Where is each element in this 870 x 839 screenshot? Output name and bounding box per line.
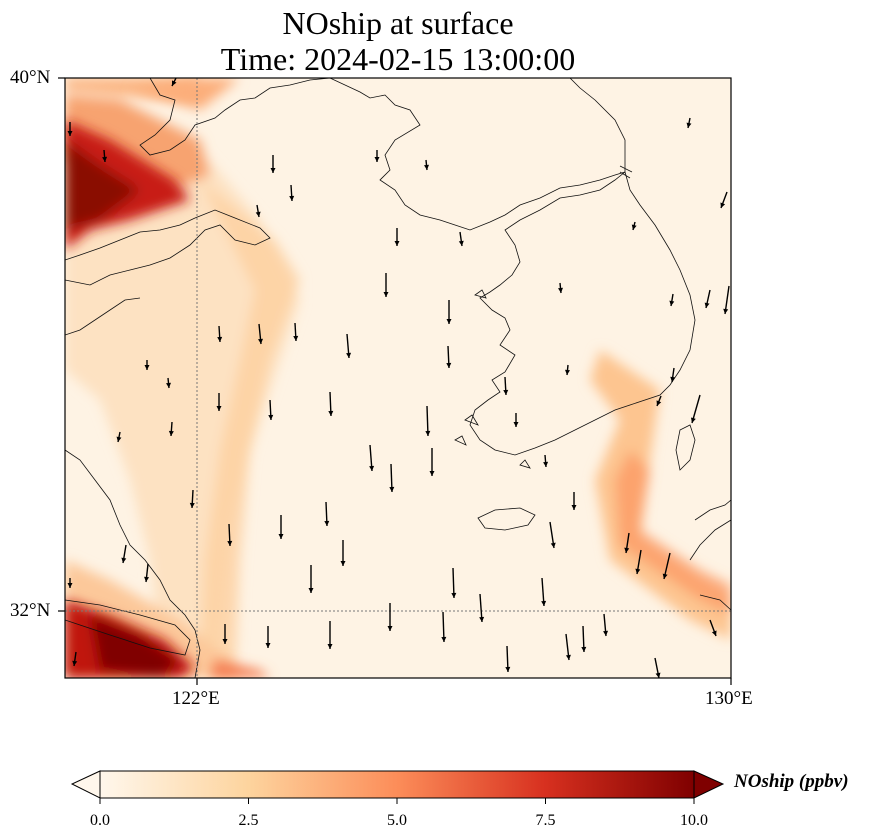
wind-arrow-head xyxy=(624,547,630,553)
wind-arrow-head xyxy=(565,369,570,375)
wind-arrow-head xyxy=(543,461,549,467)
colorbar-ticks xyxy=(99,798,695,804)
wind-arrow-head xyxy=(227,540,233,546)
lon-tick-122: 122°E xyxy=(172,688,220,709)
wind-arrow-head xyxy=(446,362,452,368)
colorbar-tick-label: 10.0 xyxy=(680,812,708,829)
wind-arrow-head xyxy=(144,576,150,582)
wind-arrow-head xyxy=(655,672,661,678)
wind-arrow-head xyxy=(451,592,457,598)
wind-arrow-head xyxy=(670,376,676,382)
wind-arrow-head xyxy=(340,561,346,566)
wind-arrow-head xyxy=(690,417,696,423)
colorbar-extend-max xyxy=(693,770,725,799)
wind-arrow-head xyxy=(116,436,122,442)
axis-ticks xyxy=(58,77,732,685)
colorbar-extend-min xyxy=(70,770,101,799)
wind-arrow-head xyxy=(704,302,710,308)
wind-arrow-head xyxy=(425,430,431,436)
wind-arrow-head xyxy=(222,639,228,644)
lon-tick-130: 130°E xyxy=(705,688,753,709)
wind-arrow xyxy=(452,567,455,599)
wind-arrow-head xyxy=(505,666,511,672)
wind-arrow-head xyxy=(327,644,333,649)
wind-arrow-head xyxy=(429,471,435,476)
wind-arrow-head xyxy=(217,336,223,342)
map-title-line1: NOship at surface xyxy=(282,5,514,41)
wind-arrow-head xyxy=(383,292,389,297)
wind-arrow-head xyxy=(172,80,177,86)
wind-arrow-head xyxy=(189,502,195,508)
wind-arrow-head xyxy=(258,338,263,344)
wind-arrow-head xyxy=(328,410,334,416)
wind-arrow-head xyxy=(686,122,692,128)
wind-arrow-head xyxy=(458,240,464,246)
wind-arrow-head xyxy=(711,630,717,636)
wind-arrow-head xyxy=(446,319,452,324)
wind-arrow-head xyxy=(324,520,330,526)
wind-arrow-head xyxy=(289,195,295,201)
wind-arrow-head xyxy=(67,131,73,136)
wind-arrow-head xyxy=(571,505,577,510)
wind-arrow-head xyxy=(550,542,556,548)
gridlines xyxy=(65,78,731,678)
wind-arrow-head xyxy=(72,660,78,666)
wind-arrow-head xyxy=(503,389,509,395)
wind-arrow-head xyxy=(513,422,519,427)
wind-arrow-head xyxy=(102,156,108,162)
wind-arrow-head xyxy=(631,224,637,230)
map-frame xyxy=(64,77,732,679)
wind-arrow-head xyxy=(268,414,274,420)
wind-arrow-head xyxy=(168,430,174,436)
colorbar-tick-label: 5.0 xyxy=(387,812,407,829)
wind-arrow-head xyxy=(662,573,668,579)
wind-arrow-head xyxy=(603,630,609,636)
wind-arrow-head xyxy=(346,352,352,358)
wind-arrow-head xyxy=(270,168,276,173)
wind-arrow-head xyxy=(166,382,171,388)
wind-arrow-head xyxy=(255,211,261,217)
wind-arrow-head xyxy=(374,157,380,162)
colorbar-title: NOship (ppbv) xyxy=(734,771,849,792)
wind-arrow-head xyxy=(656,400,662,406)
lat-tick-40: 40°N xyxy=(10,67,51,88)
wind-arrow-head xyxy=(581,646,587,652)
wind-arrow-head xyxy=(424,164,429,170)
wind-arrow-head xyxy=(387,626,393,631)
wind-arrow-head xyxy=(389,486,395,492)
wind-arrow xyxy=(426,405,429,437)
wind-arrow-head xyxy=(669,300,675,306)
wind-arrow-head xyxy=(558,287,563,293)
wind-arrow-head xyxy=(278,534,284,539)
wind-arrow xyxy=(442,611,445,643)
wind-arrow-head xyxy=(265,643,271,648)
colorbar-tick-label: 2.5 xyxy=(238,812,259,829)
lat-tick-32: 32°N xyxy=(10,600,51,621)
colorbar-tick-label: 7.5 xyxy=(535,812,556,829)
wind-arrow-head xyxy=(720,202,726,208)
ship-lane-plumes xyxy=(65,78,731,678)
map-title-line2: Time: 2024-02-15 13:00:00 xyxy=(220,41,576,77)
wind-arrow-head xyxy=(565,654,571,660)
wind-arrow-head xyxy=(369,465,375,471)
colorbar-tick-label: 0.0 xyxy=(90,812,110,829)
wind-arrow-head xyxy=(441,636,447,642)
wind-arrow-head xyxy=(144,365,150,370)
wind-arrow-head xyxy=(723,308,729,314)
wind-vectors xyxy=(67,78,730,678)
wind-arrow-head xyxy=(541,600,547,606)
wind-arrow-head xyxy=(479,616,485,622)
wind-arrow-head xyxy=(635,568,641,574)
wind-arrow-head xyxy=(308,588,314,593)
wind-arrow-head xyxy=(121,557,127,563)
coastlines xyxy=(65,78,731,678)
colorbar xyxy=(100,771,694,798)
wind-arrow-head xyxy=(216,406,222,411)
wind-arrow-head xyxy=(67,583,73,588)
wind-arrow-head xyxy=(293,335,299,341)
wind-arrow-head xyxy=(394,241,400,246)
